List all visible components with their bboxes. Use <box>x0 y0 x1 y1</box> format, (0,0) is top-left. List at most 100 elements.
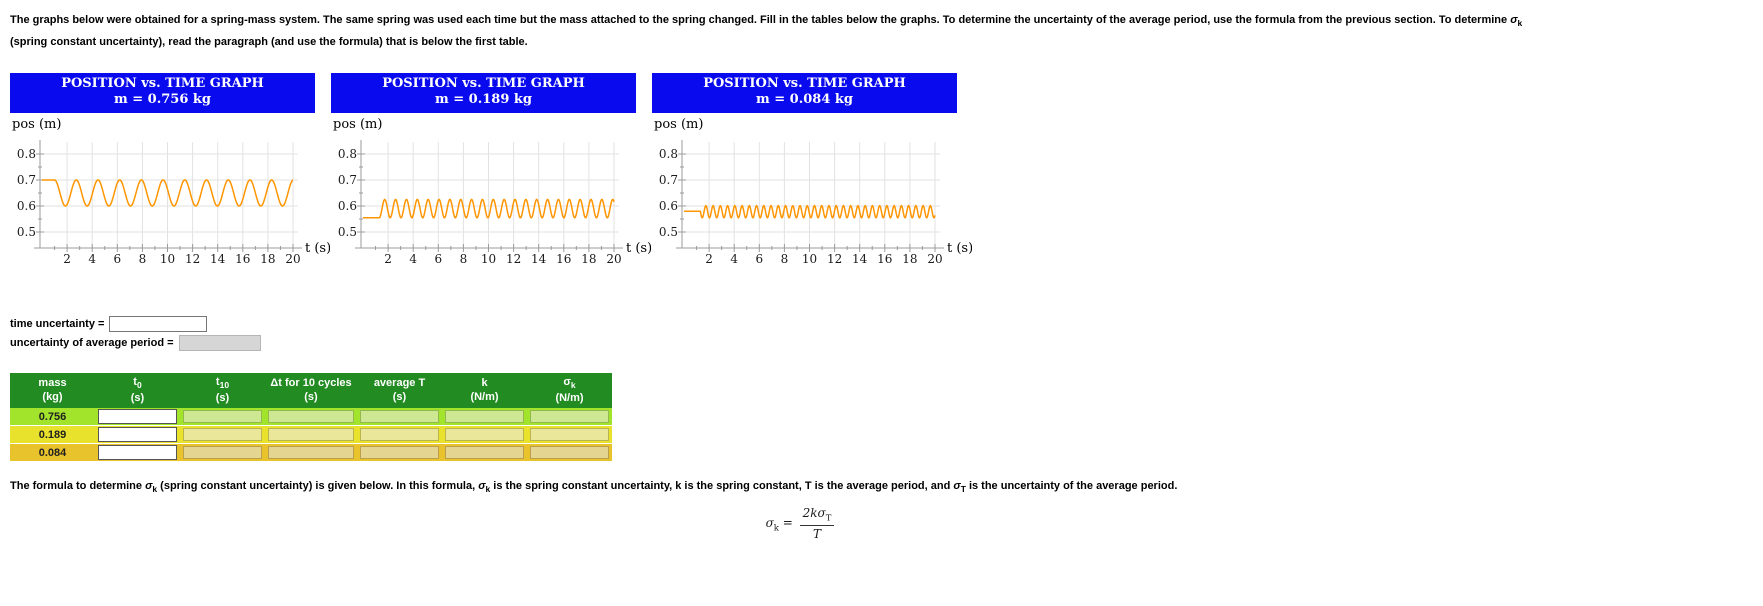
svg-text:18: 18 <box>581 252 596 266</box>
header-sigma-k: σk (N/m) <box>527 372 612 409</box>
graph-title-line2: m = 0.189 kg <box>434 92 533 108</box>
svg-text:12: 12 <box>827 252 842 266</box>
svg-text:4: 4 <box>409 252 417 266</box>
k-output <box>445 446 524 460</box>
header-dt-10-cycles: Δt for 10 cycles (s) <box>265 372 357 409</box>
svg-text:8: 8 <box>139 252 147 266</box>
table-row: 0.756 <box>10 408 612 427</box>
header-t0: t0 (s) <box>95 372 180 409</box>
formula-fraction: 2kσT T <box>799 506 835 541</box>
svg-text:2: 2 <box>384 252 392 266</box>
formula-paragraph: The formula to determine σk (spring cons… <box>10 480 1178 495</box>
svg-text:10: 10 <box>481 252 496 266</box>
svg-text:12: 12 <box>185 252 200 266</box>
svg-text:20: 20 <box>927 252 942 266</box>
time-uncertainty-row: time uncertainty = <box>10 315 1590 332</box>
svg-text:10: 10 <box>160 252 175 266</box>
avg-period-uncertainty-output <box>178 334 261 351</box>
svg-text:0.6: 0.6 <box>17 199 36 213</box>
svg-text:2: 2 <box>63 252 71 266</box>
avg-period-uncertainty-row: uncertainty of average period = <box>10 334 1590 351</box>
graph-canvas-0189: pos (m) 2 4 6 8 10 12 14 16 18 20 0.5 0.6 0.7 0.8 t (s) <box>331 117 651 284</box>
avg-period-uncertainty-label: uncertainty of average period = <box>10 336 174 349</box>
position-time-plot: 2 4 6 8 10 12 14 16 18 20 0.5 0.6 0.7 0.8 t (s) <box>338 139 651 266</box>
graph-title-line2: m = 0.084 kg <box>755 92 854 108</box>
t10-output <box>183 446 262 460</box>
svg-text:t (s): t (s) <box>626 241 651 256</box>
position-time-plot: 2 4 6 8 10 12 14 16 18 20 0.5 0.6 0.7 0.8 t (s) <box>659 139 972 266</box>
svg-text:4: 4 <box>730 252 738 266</box>
graph-title-line1: POSITION vs. TIME GRAPH <box>703 76 906 92</box>
svg-text:16: 16 <box>235 252 250 266</box>
dt-10-cycles-output <box>268 446 354 460</box>
svg-text:12: 12 <box>506 252 521 266</box>
svg-text:0.8: 0.8 <box>17 147 36 161</box>
sigma-k-formula: σk = 2kσT T <box>10 506 1590 541</box>
svg-text:0.7: 0.7 <box>338 173 357 187</box>
svg-text:14: 14 <box>210 252 226 266</box>
svg-text:t (s): t (s) <box>947 241 972 256</box>
svg-text:20: 20 <box>606 252 621 266</box>
svg-text:20: 20 <box>285 252 300 266</box>
svg-text:14: 14 <box>531 252 547 266</box>
dt-10-cycles-output <box>268 428 354 442</box>
t0-input[interactable] <box>98 427 177 443</box>
mass-cell: 0.084 <box>10 443 95 463</box>
sigma-k-output <box>530 446 609 460</box>
svg-text:10: 10 <box>802 252 817 266</box>
graph-title-0189: POSITION vs. TIME GRAPH m = 0.189 kg <box>331 73 636 113</box>
header-k: k (N/m) <box>442 372 527 409</box>
average-T-output <box>360 446 439 460</box>
formula-denominator: T <box>813 526 822 541</box>
graphs-row: POSITION vs. TIME GRAPH m = 0.756 kg pos… <box>10 73 1590 284</box>
intro-paragraph: The graphs below were obtained for a spr… <box>10 14 1523 48</box>
t10-output <box>183 410 262 424</box>
average-T-output <box>360 428 439 442</box>
svg-text:8: 8 <box>781 252 789 266</box>
graph-title-line1: POSITION vs. TIME GRAPH <box>61 76 264 92</box>
position-time-plot: 2 4 6 8 10 12 14 16 18 20 0.5 0.6 0.7 0.8 t (s) <box>17 139 330 266</box>
svg-text:6: 6 <box>755 252 763 266</box>
header-mass: mass (kg) <box>10 372 95 409</box>
graph-canvas-0084: pos (m) 2 4 6 8 10 12 14 16 18 20 0.5 0.6 0.7 0.8 t (s) <box>652 117 972 284</box>
table-header-row: mass (kg) t0 (s) t10 (s) Δt for 10 cycles (s… <box>10 372 612 409</box>
time-uncertainty-input[interactable] <box>109 315 208 332</box>
page: The graphs below were obtained for a spr… <box>10 14 1590 541</box>
svg-text:0.5: 0.5 <box>17 225 36 239</box>
header-average-T: average T (s) <box>357 372 442 409</box>
spring-data-table: mass (kg) t0 (s) t10 (s) Δt for 10 cycles (s… <box>10 372 612 463</box>
formula-numerator: 2kσT <box>799 506 835 526</box>
t10-output <box>183 428 262 442</box>
table-row: 0.189 <box>10 425 612 445</box>
svg-text:0.6: 0.6 <box>338 199 357 213</box>
svg-text:0.8: 0.8 <box>338 147 357 161</box>
graph-title-0756: POSITION vs. TIME GRAPH m = 0.756 kg <box>10 73 315 113</box>
sigma-k-output <box>530 410 609 424</box>
mass-cell: 0.189 <box>10 425 95 445</box>
svg-text:4: 4 <box>88 252 96 266</box>
k-output <box>445 428 524 442</box>
mass-cell: 0.756 <box>10 408 95 427</box>
table-row: 0.084 <box>10 443 612 463</box>
y-axis-label: pos (m) <box>12 116 62 132</box>
y-axis-label: pos (m) <box>333 116 383 132</box>
sigma-k-output <box>530 428 609 442</box>
graph-canvas-0756: pos (m) 2 4 6 8 10 12 14 16 18 20 0.5 0.6 0.7 0.8 t (s) <box>10 117 330 284</box>
svg-text:14: 14 <box>852 252 868 266</box>
k-output <box>445 410 524 424</box>
svg-text:t (s): t (s) <box>305 241 330 256</box>
formula-lhs: σk <box>765 516 779 534</box>
svg-text:0.7: 0.7 <box>659 173 678 187</box>
t0-input[interactable] <box>98 409 177 425</box>
y-axis-label: pos (m) <box>654 116 704 132</box>
t0-input[interactable] <box>98 445 177 461</box>
svg-text:0.6: 0.6 <box>659 199 678 213</box>
graph-title-line1: POSITION vs. TIME GRAPH <box>382 76 585 92</box>
svg-text:0.7: 0.7 <box>17 173 36 187</box>
svg-text:0.5: 0.5 <box>659 225 678 239</box>
svg-text:18: 18 <box>902 252 917 266</box>
graph-title-line2: m = 0.756 kg <box>113 92 212 108</box>
svg-text:6: 6 <box>434 252 442 266</box>
formula-equals: = <box>778 516 797 531</box>
graph-title-0084: POSITION vs. TIME GRAPH m = 0.084 kg <box>652 73 957 113</box>
